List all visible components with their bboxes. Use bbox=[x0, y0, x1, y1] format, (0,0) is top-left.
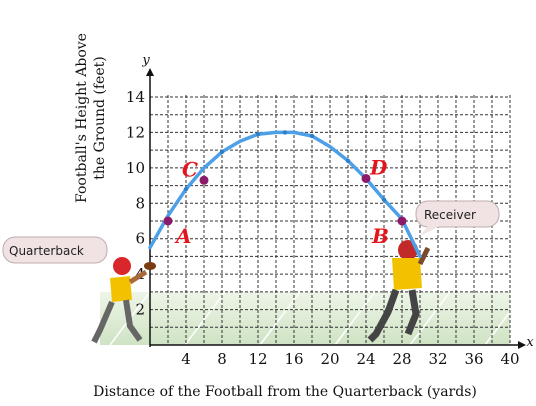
players bbox=[91, 240, 431, 344]
x-tick-label: 16 bbox=[284, 350, 303, 368]
y-tick-label: 8 bbox=[135, 194, 145, 212]
field-line bbox=[259, 291, 301, 346]
x-tick-label: 36 bbox=[464, 350, 483, 368]
y-axis-arrow bbox=[146, 68, 154, 76]
field-line bbox=[409, 291, 451, 346]
y-tick-label: 2 bbox=[135, 301, 145, 319]
x-axis-arrow bbox=[518, 341, 526, 349]
labeled-points: A C D B bbox=[163, 155, 407, 248]
trajectory-curve bbox=[148, 130, 422, 259]
y-axis-title-line2: the Ground (feet) bbox=[92, 56, 108, 179]
x-axis-title: Distance of the Football from the Quarte… bbox=[93, 384, 477, 400]
point-d-label: D bbox=[369, 155, 388, 179]
trajectory-marker bbox=[219, 149, 225, 155]
trajectory-marker bbox=[309, 133, 315, 139]
quarterback-figure bbox=[91, 257, 156, 344]
point-c-label: C bbox=[182, 157, 198, 181]
y-axis-letter: y bbox=[141, 53, 150, 68]
field-line bbox=[184, 291, 226, 346]
field-line bbox=[334, 291, 376, 346]
x-tick-label: 12 bbox=[248, 350, 267, 368]
point-c-marker bbox=[199, 175, 209, 185]
x-tick-label: 32 bbox=[428, 350, 447, 368]
trajectory-marker bbox=[255, 132, 261, 137]
y-axis-title-line1: Football's Height Above bbox=[74, 33, 90, 203]
x-tick-label: 8 bbox=[217, 350, 227, 368]
trajectory-marker bbox=[345, 158, 351, 163]
grid bbox=[150, 95, 511, 345]
point-b-marker bbox=[397, 216, 407, 226]
axes bbox=[146, 68, 526, 349]
field-area bbox=[100, 291, 510, 345]
x-tick-label: 20 bbox=[320, 350, 339, 368]
x-tick-label: 28 bbox=[392, 350, 411, 368]
y-tick-label: 14 bbox=[126, 88, 145, 106]
quarterback-label: Quarterback bbox=[9, 244, 84, 258]
x-tick-label: 40 bbox=[500, 350, 519, 368]
y-tick-label: 10 bbox=[126, 159, 145, 177]
y-tick-label: 6 bbox=[135, 230, 145, 248]
quarterback-callout: Quarterback bbox=[2, 236, 108, 264]
x-tick-label: 24 bbox=[356, 350, 375, 368]
x-tick-label: 4 bbox=[181, 350, 191, 368]
receiver-label: Receiver bbox=[424, 208, 476, 222]
trajectory-marker bbox=[381, 197, 387, 202]
trajectory-marker bbox=[282, 130, 288, 135]
point-a-marker bbox=[163, 216, 173, 226]
point-a-label: A bbox=[174, 224, 192, 248]
receiver-callout: Receiver bbox=[415, 200, 500, 236]
point-b-label: B bbox=[371, 224, 389, 248]
trajectory-marker bbox=[183, 186, 189, 192]
receiver-figure bbox=[367, 240, 431, 343]
y-tick-label: 12 bbox=[126, 123, 145, 141]
point-d-marker bbox=[361, 173, 371, 183]
x-axis-letter: x bbox=[526, 335, 534, 350]
